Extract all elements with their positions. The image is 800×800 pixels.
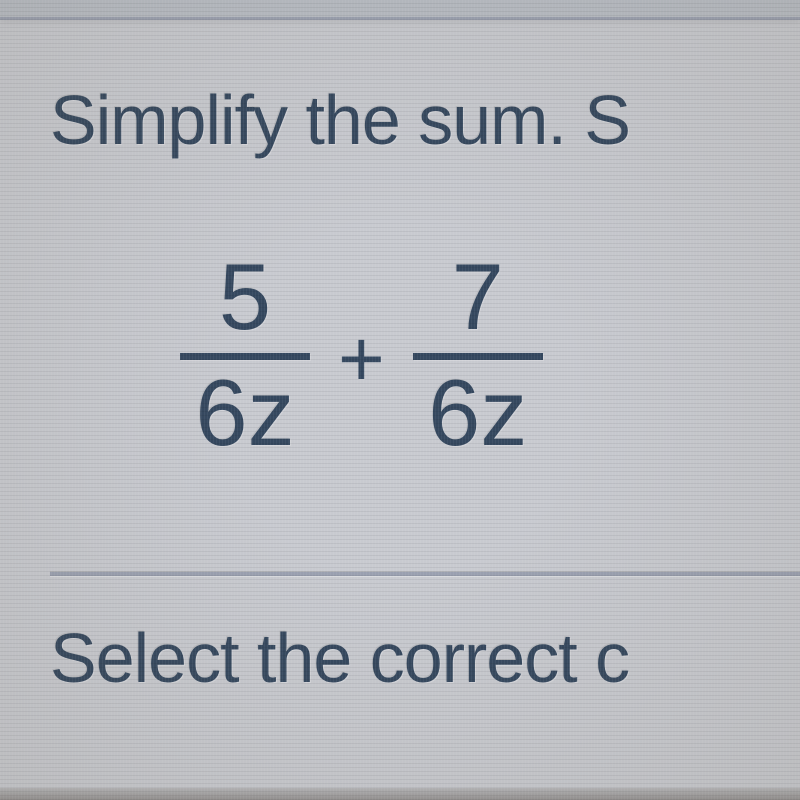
section-divider <box>50 572 800 576</box>
fraction-2-denominator: 6z <box>420 364 535 463</box>
question-prompt: Simplify the sum. S <box>50 80 800 160</box>
question-panel: Simplify the sum. S 5 6z + 7 6z Select t… <box>0 20 800 698</box>
fraction-2-numerator: 7 <box>444 248 512 347</box>
fraction-1-numerator: 5 <box>211 248 279 347</box>
panel-top-border <box>0 0 800 20</box>
fraction-2-bar <box>413 353 543 360</box>
answer-instruction: Select the correct c <box>50 618 800 698</box>
plus-operator: + <box>338 313 385 405</box>
bottom-shadow <box>0 788 800 800</box>
fraction-1: 5 6z <box>180 248 310 462</box>
math-expression: 5 6z + 7 6z <box>180 248 800 462</box>
fraction-2: 7 6z <box>413 248 543 462</box>
fraction-1-denominator: 6z <box>187 364 302 463</box>
fraction-1-bar <box>180 353 310 360</box>
